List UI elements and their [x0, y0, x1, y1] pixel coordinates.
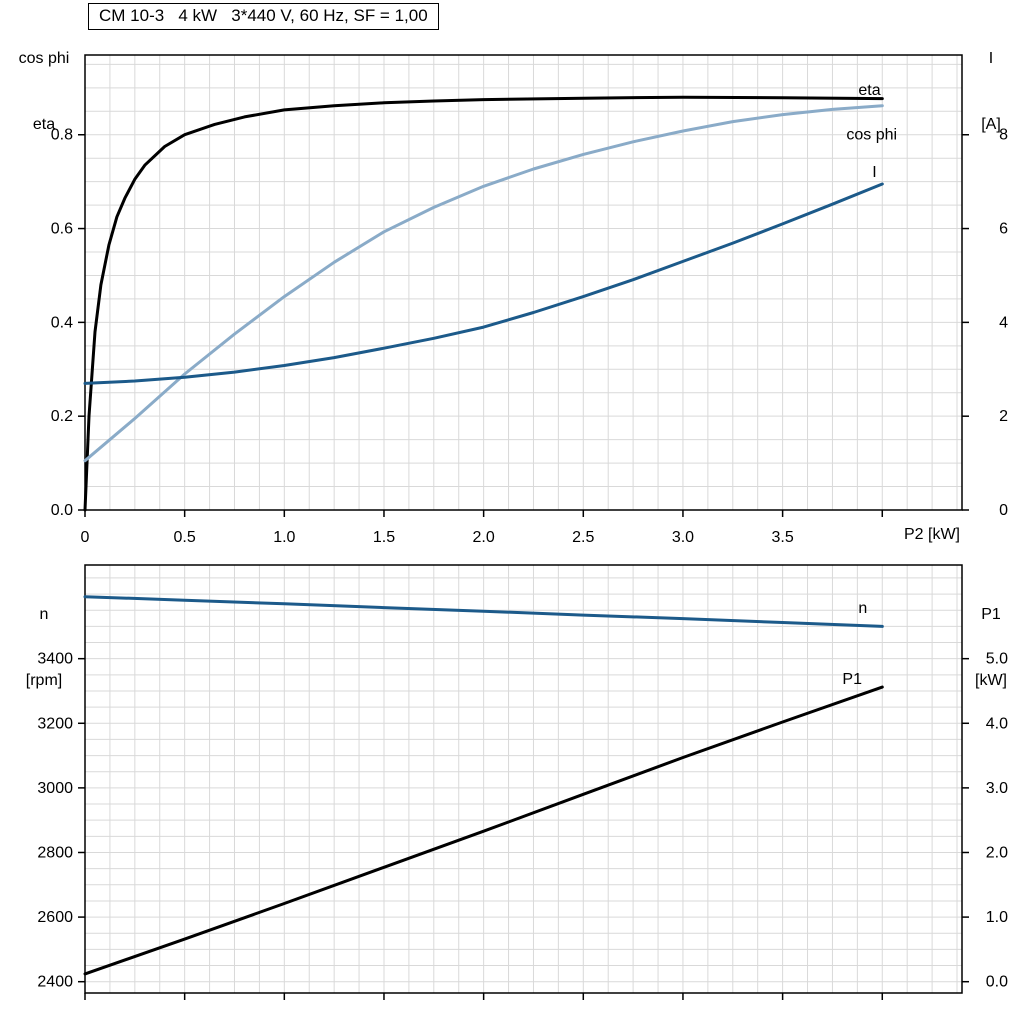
bottom-chart-svg: 2400 2600 2800 3000 3200 3400 0.0 1.0 2.0 3.0 4.0 5…	[37, 564, 1008, 1000]
right-tick-label: 0.0	[986, 974, 1008, 991]
left-axis-label-speed: n	[39, 606, 49, 623]
right-axis-label-p1: P1	[981, 606, 1001, 623]
chart-title-box: CM 10-3 4 kW 3*440 V, 60 Hz, SF = 1,00	[88, 3, 439, 30]
curve-eta	[83, 95, 884, 512]
left-axis-label-cos-phi: cos phi	[18, 50, 70, 67]
left-tick-label: 0.6	[51, 221, 73, 238]
right-axis-label-p1-unit: [kW]	[975, 672, 1007, 689]
right-tick-label: 8	[999, 127, 1008, 144]
right-tick-label: 0	[999, 502, 1008, 519]
right-tick-label: 2	[999, 408, 1008, 425]
left-tick-label: 2800	[37, 844, 73, 861]
left-axis-label-speed-unit: [rpm]	[25, 672, 63, 689]
x-tick-label: 1.5	[373, 529, 395, 546]
top-left-axis-label: cos phi eta	[2, 4, 86, 180]
left-tick-label: 2600	[37, 909, 73, 926]
curve-n	[83, 595, 884, 628]
curve-I	[83, 182, 884, 385]
x-axis-label-p2: P2 [kW]	[903, 526, 960, 543]
curve-label-cos-phi: cos phi	[846, 126, 897, 143]
x-tick-label: 1.0	[273, 529, 295, 546]
curve-label-I: I	[872, 164, 876, 181]
left-tick-label: 0.4	[51, 314, 73, 331]
curve-label-n: n	[858, 600, 867, 617]
curve-label-P1: P1	[842, 671, 862, 688]
top-chart-svg: 0 0.5 1.0 1.5 2.0 2.5 3.0 3.5 0.0 0.2 0.4 0.6 0.8 0 2 4…	[51, 54, 1008, 546]
curve-label-eta: eta	[858, 82, 880, 99]
right-tick-label: 4.0	[986, 715, 1008, 732]
curve-cos-phi	[83, 104, 884, 463]
plot-frame	[84, 54, 963, 511]
right-tick-label: 4	[999, 314, 1008, 331]
left-axis-label-eta: eta	[32, 116, 56, 133]
x-tick-label: 2.5	[572, 529, 594, 546]
right-axis-label-current: I	[988, 50, 994, 67]
x-tick-label: 2.0	[473, 529, 495, 546]
right-tick-label: 3.0	[986, 780, 1008, 797]
left-tick-label: 0.2	[51, 408, 73, 425]
bottom-right-axis-label: P1 [kW]	[960, 560, 1022, 736]
right-tick-label: 6	[999, 221, 1008, 238]
x-tick-label: 0	[81, 529, 90, 546]
right-axis-label-current-unit: [A]	[981, 116, 1001, 133]
right-tick-label: 2.0	[986, 844, 1008, 861]
left-tick-label: 2400	[37, 974, 73, 991]
x-tick-label: 3.0	[672, 529, 694, 546]
x-tick-label: 3.5	[771, 529, 793, 546]
left-tick-label: 3400	[37, 651, 73, 668]
curve-P1	[83, 685, 884, 976]
left-tick-label: 3200	[37, 715, 73, 732]
plot-frame	[84, 564, 963, 994]
left-tick-label: 0.0	[51, 502, 73, 519]
bottom-left-axis-label: n [rpm]	[2, 560, 86, 736]
left-tick-label: 0.8	[51, 127, 73, 144]
left-tick-label: 3000	[37, 780, 73, 797]
x-tick-label: 0.5	[174, 529, 196, 546]
right-tick-label: 1.0	[986, 909, 1008, 926]
right-tick-label: 5.0	[986, 651, 1008, 668]
top-right-axis-label: I [A]	[960, 4, 1022, 180]
